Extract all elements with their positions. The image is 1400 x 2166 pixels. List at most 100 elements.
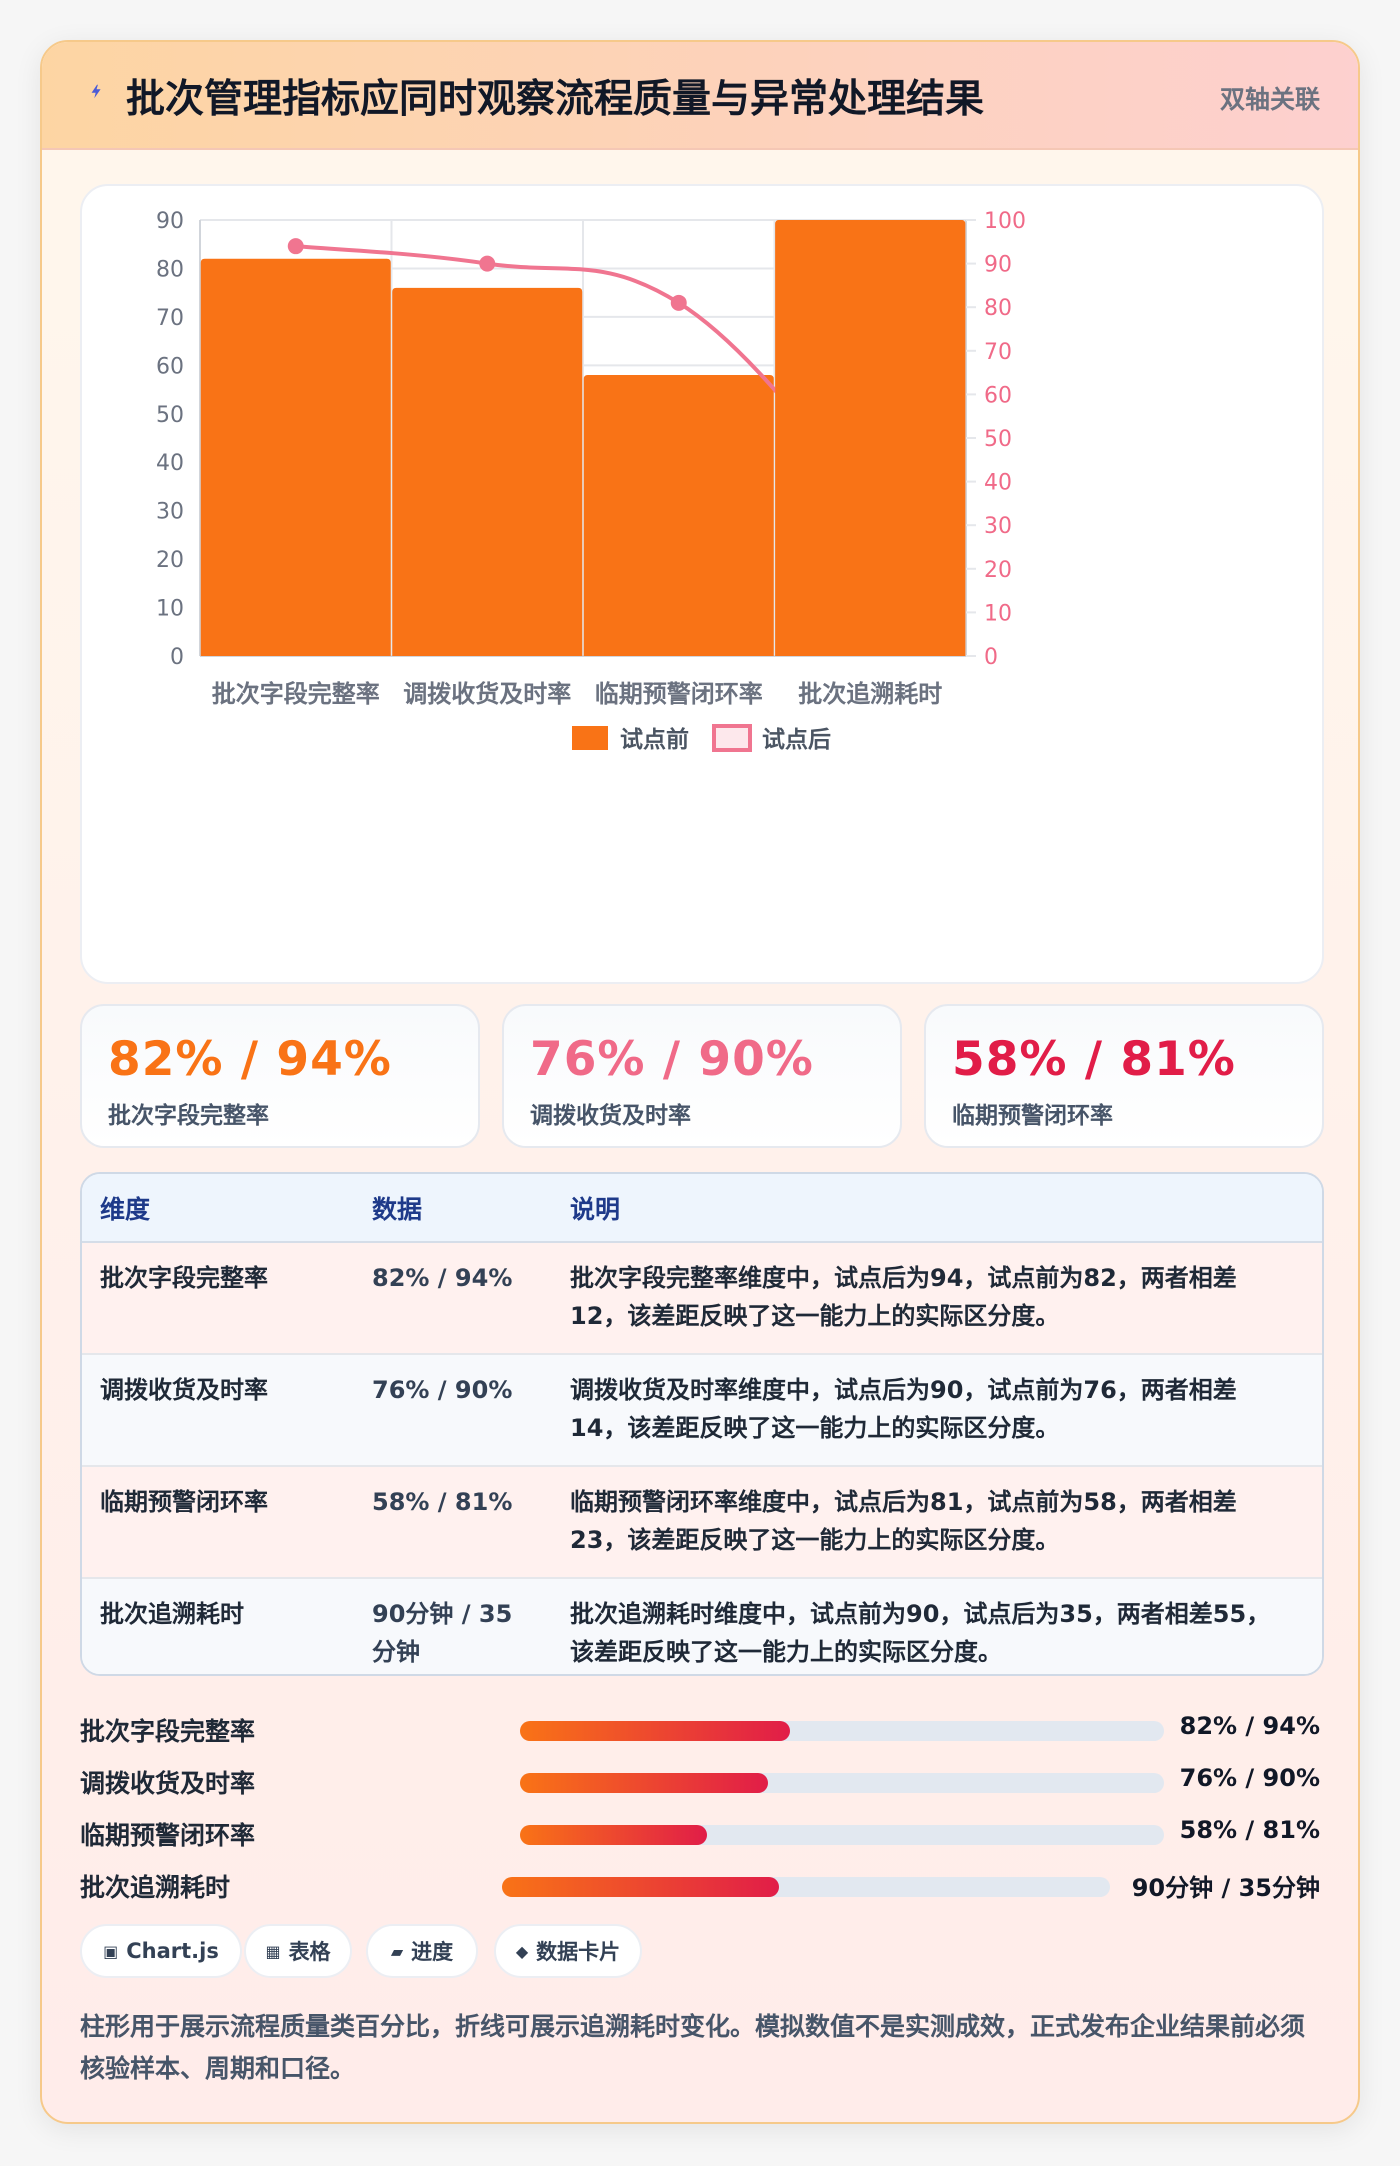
y-right-tick-label: 0	[984, 645, 998, 670]
y-left-tick-label: 30	[156, 500, 184, 525]
y-right-tick-label: 90	[984, 253, 1012, 278]
y-left-tick-label: 0	[170, 645, 184, 670]
bar	[583, 375, 774, 656]
table-cell-description: 临期预警闭环率维度中，试点后为81，试点前为58，两者相差23，该差距反映了这一…	[552, 1465, 1322, 1578]
progress-label: 调拨收货及时率	[80, 1769, 256, 1798]
stat-card: 82% / 94% 批次字段完整率	[80, 1004, 480, 1148]
table-cell-description: 批次字段完整率维度中，试点后为94，试点前为82，两者相差12，该差距反映了这一…	[570, 1264, 1237, 1330]
x-tick-label: 批次追溯耗时	[798, 680, 942, 708]
stat-label: 临期预警闭环率	[952, 1103, 1113, 1129]
progress-label: 批次追溯耗时	[80, 1873, 231, 1902]
stat-value: 58% / 81%	[952, 1032, 1236, 1087]
diamond-icon: ◆	[515, 1941, 529, 1961]
stat-value: 76% / 90%	[530, 1032, 814, 1087]
tag-data-card[interactable]: ◆ 数据卡片	[494, 1924, 642, 1978]
table-cell-data: 82% / 94%	[372, 1264, 513, 1292]
y-left-tick-label: 40	[156, 451, 184, 476]
table-row: 批次追溯耗时 90分钟 / 35分钟 批次追溯耗时维度中，试点前为90，试点后为…	[82, 1577, 1322, 1674]
y-right-tick-label: 100	[984, 209, 1026, 234]
progress-value: 58% / 81%	[1179, 1816, 1320, 1844]
column-header: 说明	[552, 1174, 1322, 1243]
y-left-tick-label: 50	[156, 403, 184, 428]
progress-track	[520, 1721, 1164, 1741]
stat-value: 82% / 94%	[108, 1032, 392, 1087]
progress-value: 90分钟 / 35分钟	[1131, 1874, 1320, 1902]
y-left-tick-label: 20	[156, 548, 184, 573]
table-cell-dimension: 批次追溯耗时	[82, 1577, 354, 1674]
table-cell-data: 58% / 81%	[354, 1465, 552, 1578]
table-cell-dimension: 批次字段完整率	[100, 1264, 268, 1292]
chart-panel: 0 10 20 30 40 50 60 70 80 90 0 10 20 30 40 50 60 70 80 90 10…	[80, 184, 1324, 984]
header-tag: 双轴关联	[1219, 85, 1320, 114]
progress-fill	[520, 1721, 791, 1741]
pill-label: 数据卡片	[536, 1940, 621, 1964]
main-card: 批次管理指标应同时观察流程质量与异常处理结果 双轴关联 0 10 20 30 40 50 6…	[40, 40, 1360, 2124]
stat-label: 调拨收货及时率	[530, 1103, 691, 1129]
column-header: 维度	[82, 1174, 354, 1243]
legend-label: 试点后	[762, 727, 831, 753]
progress-track	[520, 1773, 1164, 1793]
progress-icon: ▰	[390, 1941, 404, 1961]
pill-label: Chart.js	[126, 1939, 219, 1963]
y-right-tick-label: 10	[984, 601, 1012, 626]
line-point	[670, 294, 687, 311]
progress-fill	[502, 1877, 779, 1897]
bar	[775, 220, 966, 656]
y-left-tick-label: 70	[156, 306, 184, 331]
x-tick-label: 批次字段完整率	[212, 680, 380, 708]
y-left-tick-label: 60	[156, 354, 184, 379]
y-right-tick-label: 80	[984, 296, 1012, 321]
progress-label: 批次字段完整率	[80, 1717, 256, 1746]
legend-label: 试点前	[620, 726, 689, 753]
table-row: 临期预警闭环率 58% / 81% 临期预警闭环率维度中，试点后为81，试点前为…	[82, 1465, 1322, 1578]
progress-value: 82% / 94%	[1179, 1712, 1320, 1740]
x-tick-label: 调拨收货及时率	[403, 680, 571, 708]
table-cell-dimension: 临期预警闭环率	[82, 1465, 354, 1578]
card-header: 批次管理指标应同时观察流程质量与异常处理结果 双轴关联	[42, 42, 1358, 150]
y-right-tick-label: 30	[984, 514, 1012, 539]
y-left-tick-label: 90	[156, 209, 184, 234]
stat-card: 76% / 90% 调拨收货及时率	[502, 1004, 902, 1148]
progress-fill	[520, 1825, 707, 1845]
x-tick-label: 临期预警闭环率	[595, 680, 763, 708]
line-point	[287, 238, 304, 255]
stat-card: 58% / 81% 临期预警闭环率	[924, 1004, 1324, 1148]
footnote: 柱形用于展示流程质量类百分比，折线可展示追溯耗时变化。模拟数值不是实测成效，正式…	[80, 2012, 1306, 2083]
pill-label: 表格	[288, 1940, 331, 1964]
y-right-tick-label: 60	[984, 383, 1012, 408]
table-row: 批次字段完整率 82% / 94% 批次字段完整率维度中，试点后为94，试点前为…	[82, 1242, 1322, 1354]
progress-fill	[520, 1773, 768, 1793]
table-cell-description: 批次追溯耗时维度中，试点前为90，试点后为35，两者相差55，该差距反映了这一能…	[552, 1577, 1322, 1674]
tag-table[interactable]: ▦ 表格	[244, 1924, 352, 1978]
line-point	[479, 255, 496, 272]
table-row: 调拨收货及时率 76% / 90% 调拨收货及时率维度中，试点后为90，试点前为…	[82, 1353, 1322, 1466]
progress-track	[520, 1825, 1164, 1845]
column-header: 数据	[354, 1174, 552, 1243]
chart-icon: ▣	[103, 1941, 119, 1961]
progress-value: 76% / 90%	[1179, 1764, 1320, 1792]
table-cell-data: 76% / 90%	[354, 1353, 552, 1466]
table-icon: ▦	[265, 1941, 281, 1961]
y-left-tick-label: 10	[156, 597, 184, 622]
table-cell-description: 调拨收货及时率维度中，试点后为90，试点前为76，两者相差14，该差距反映了这一…	[552, 1353, 1322, 1466]
table-cell-dimension: 调拨收货及时率	[82, 1353, 354, 1466]
dual-axis-chart: 0 10 20 30 40 50 60 70 80 90 0 10 20 30 40 50 60 70 80 90 10…	[156, 209, 1026, 753]
lightning-icon	[91, 84, 101, 99]
tag-progress[interactable]: ▰ 进度	[366, 1924, 478, 1978]
y-right-tick-label: 40	[984, 471, 1012, 496]
legend-swatch-line	[712, 724, 752, 752]
legend-swatch-bar	[572, 726, 608, 750]
table-cell-data: 90分钟 / 35分钟	[354, 1577, 552, 1674]
y-right-tick-label: 70	[984, 340, 1012, 365]
y-right-tick-label: 20	[984, 558, 1012, 583]
progress-track	[502, 1877, 1110, 1897]
bar	[392, 287, 583, 656]
stat-label: 批次字段完整率	[108, 1103, 269, 1129]
tag-chartjs[interactable]: ▣ Chart.js	[80, 1924, 242, 1978]
progress-label: 临期预警闭环率	[80, 1821, 256, 1850]
pill-label: 进度	[411, 1940, 454, 1964]
bar	[200, 258, 391, 656]
data-table: 维度 数据 说明 批次字段完整率 82% / 94% 批次字段完整率维度中，试点…	[80, 1172, 1324, 1676]
page-title: 批次管理指标应同时观察流程质量与异常处理结果	[126, 77, 985, 122]
y-left-tick-label: 80	[156, 257, 184, 282]
